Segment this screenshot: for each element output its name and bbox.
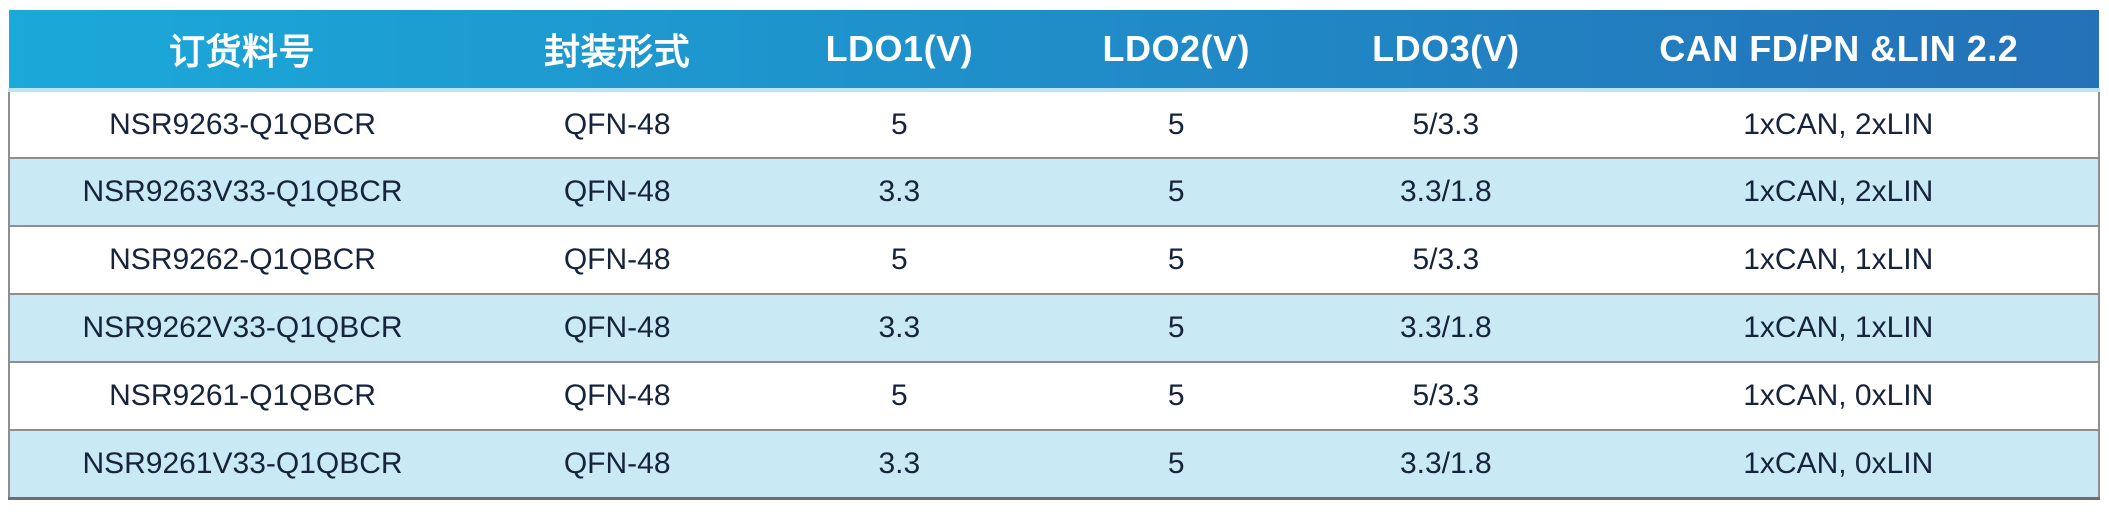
table-header-row: 订货料号 封装形式 LDO1(V) LDO2(V) LDO3(V) CAN FD… — [9, 10, 2099, 90]
cell-part-number: NSR9263-Q1QBCR — [7, 88, 476, 158]
cell-ldo3: 3.3/1.8 — [1313, 429, 1579, 500]
col-header-part-number: 订货料号 — [169, 31, 316, 72]
cell-part-number: NSR9262V33-Q1QBCR — [7, 293, 476, 362]
cell-can-lin: 1xCAN, 0xLIN — [1578, 361, 2101, 430]
cell-ldo1: 5 — [759, 361, 1040, 430]
cell-package: QFN-48 — [475, 361, 760, 430]
cell-part-number: NSR9261-Q1QBCR — [7, 361, 476, 430]
cell-part-number: NSR9261V33-Q1QBCR — [7, 429, 476, 500]
cell-ldo3: 5/3.3 — [1313, 88, 1579, 158]
cell-ldo1: 3.3 — [759, 157, 1040, 226]
cell-ldo2: 5 — [1039, 225, 1314, 294]
cell-ldo3: 5/3.3 — [1313, 361, 1579, 430]
cell-ldo3: 5/3.3 — [1313, 225, 1579, 294]
table-row: NSR9261V33-Q1QBCR QFN-48 3.3 5 3.3/1.8 1… — [7, 429, 2101, 500]
cell-package: QFN-48 — [475, 293, 760, 362]
cell-can-lin: 1xCAN, 2xLIN — [1578, 157, 2101, 226]
cell-package: QFN-48 — [475, 157, 760, 226]
table-row: NSR9263-Q1QBCR QFN-48 5 5 5/3.3 1xCAN, 2… — [7, 88, 2101, 158]
col-header-ldo3: LDO3(V) — [1372, 28, 1520, 69]
table-row: NSR9262-Q1QBCR QFN-48 5 5 5/3.3 1xCAN, 1… — [7, 225, 2101, 294]
cell-can-lin: 1xCAN, 1xLIN — [1578, 293, 2101, 362]
cell-can-lin: 1xCAN, 0xLIN — [1578, 429, 2101, 500]
cell-package: QFN-48 — [475, 88, 760, 158]
table-row: NSR9261-Q1QBCR QFN-48 5 5 5/3.3 1xCAN, 0… — [7, 361, 2101, 430]
cell-part-number: NSR9262-Q1QBCR — [7, 225, 476, 294]
cell-ldo2: 5 — [1039, 293, 1314, 362]
cell-can-lin: 1xCAN, 1xLIN — [1578, 225, 2101, 294]
table-header: 订货料号 封装形式 LDO1(V) LDO2(V) LDO3(V) CAN FD… — [9, 10, 2099, 90]
cell-ldo2: 5 — [1039, 361, 1314, 430]
table-row: NSR9262V33-Q1QBCR QFN-48 3.3 5 3.3/1.8 1… — [7, 293, 2101, 362]
ordering-info-table-container: 订货料号 封装形式 LDO1(V) LDO2(V) LDO3(V) CAN FD… — [7, 10, 2101, 500]
col-header-ldo1: LDO1(V) — [825, 28, 974, 69]
ordering-info-table: 订货料号 封装形式 LDO1(V) LDO2(V) LDO3(V) CAN FD… — [7, 10, 2101, 500]
cell-ldo2: 5 — [1039, 88, 1314, 158]
table-row: NSR9263V33-Q1QBCR QFN-48 3.3 5 3.3/1.8 1… — [7, 157, 2101, 226]
cell-ldo1: 3.3 — [759, 429, 1040, 500]
col-header-package: 封装形式 — [544, 31, 691, 72]
col-header-ldo2: LDO2(V) — [1102, 28, 1250, 69]
cell-ldo1: 5 — [759, 88, 1040, 158]
cell-can-lin: 1xCAN, 2xLIN — [1578, 88, 2101, 158]
cell-package: QFN-48 — [475, 429, 760, 500]
cell-ldo1: 5 — [759, 225, 1040, 294]
cell-ldo1: 3.3 — [759, 293, 1040, 362]
cell-package: QFN-48 — [475, 225, 760, 294]
col-header-can-lin: CAN FD/PN &LIN 2.2 — [1659, 28, 2019, 69]
cell-part-number: NSR9263V33-Q1QBCR — [7, 157, 476, 226]
table-body: NSR9263-Q1QBCR QFN-48 5 5 5/3.3 1xCAN, 2… — [7, 88, 2101, 500]
cell-ldo2: 5 — [1039, 429, 1314, 500]
cell-ldo3: 3.3/1.8 — [1313, 293, 1579, 362]
cell-ldo2: 5 — [1039, 157, 1314, 226]
cell-ldo3: 3.3/1.8 — [1313, 157, 1579, 226]
